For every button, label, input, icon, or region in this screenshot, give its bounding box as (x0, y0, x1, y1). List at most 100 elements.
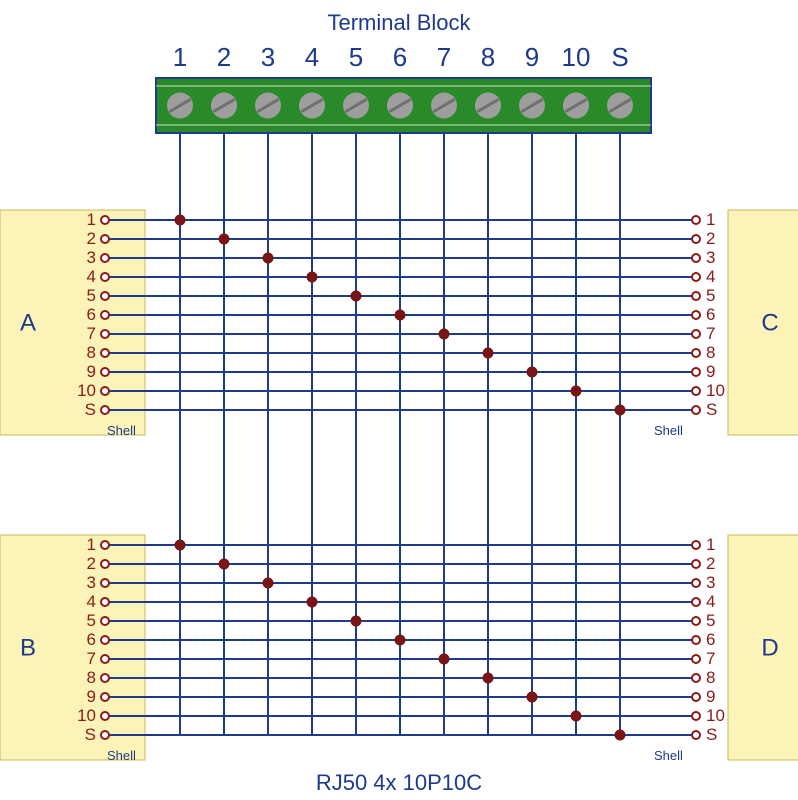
pin-label-A-2: 2 (87, 229, 96, 248)
pin-ring-B-6 (101, 636, 109, 644)
terminal-label-10: 10 (562, 42, 591, 72)
terminal-label-S: S (611, 42, 628, 72)
pin-label-C-1: 1 (706, 210, 715, 229)
terminal-label-3: 3 (261, 42, 275, 72)
pin-label-A-6: 6 (87, 305, 96, 324)
junction-A-S (615, 405, 626, 416)
pin-label-C-4: 4 (706, 267, 715, 286)
pin-label-A-7: 7 (87, 324, 96, 343)
connector-label-D: D (761, 635, 778, 662)
terminal-label-4: 4 (305, 42, 319, 72)
pin-label-B-9: 9 (87, 687, 96, 706)
junction-A-10 (571, 386, 582, 397)
junction-A-8 (483, 348, 494, 359)
pin-ring-A-10 (101, 387, 109, 395)
pin-ring-C-10 (692, 387, 700, 395)
pin-label-C-2: 2 (706, 229, 715, 248)
pin-label-B-4: 4 (87, 592, 96, 611)
pin-label-D-1: 1 (706, 535, 715, 554)
pin-label-C-9: 9 (706, 362, 715, 381)
junction-A-2 (219, 234, 230, 245)
pin-label-A-9: 9 (87, 362, 96, 381)
pin-label-D-8: 8 (706, 668, 715, 687)
pin-ring-B-10 (101, 712, 109, 720)
junction-B-1 (175, 540, 186, 551)
junction-B-8 (483, 673, 494, 684)
pin-ring-D-8 (692, 674, 700, 682)
pin-ring-A-6 (101, 311, 109, 319)
shell-label-D: Shell (654, 748, 683, 763)
junction-B-10 (571, 711, 582, 722)
pin-ring-C-3 (692, 254, 700, 262)
junction-B-9 (527, 692, 538, 703)
wiring-diagram: Terminal Block12345678910SACBD1122334455… (0, 0, 798, 800)
terminal-label-7: 7 (437, 42, 451, 72)
pin-ring-A-8 (101, 349, 109, 357)
pin-label-D-7: 7 (706, 649, 715, 668)
shell-label-A: Shell (107, 423, 136, 438)
pin-label-A-4: 4 (87, 267, 96, 286)
pin-ring-D-1 (692, 541, 700, 549)
pin-ring-B-1 (101, 541, 109, 549)
pin-label-A-8: 8 (87, 343, 96, 362)
pin-ring-D-9 (692, 693, 700, 701)
pin-label-B-5: 5 (87, 611, 96, 630)
pin-label-C-6: 6 (706, 305, 715, 324)
shell-label-C: Shell (654, 423, 683, 438)
terminal-label-2: 2 (217, 42, 231, 72)
pin-ring-C-7 (692, 330, 700, 338)
junction-B-4 (307, 597, 318, 608)
pin-ring-D-2 (692, 560, 700, 568)
shell-label-B: Shell (107, 748, 136, 763)
pin-ring-C-5 (692, 292, 700, 300)
terminal-label-8: 8 (481, 42, 495, 72)
pin-ring-C-2 (692, 235, 700, 243)
pin-ring-D-5 (692, 617, 700, 625)
pin-ring-A-1 (101, 216, 109, 224)
junction-A-4 (307, 272, 318, 283)
pin-label-B-7: 7 (87, 649, 96, 668)
pin-ring-D-10 (692, 712, 700, 720)
pin-ring-D-4 (692, 598, 700, 606)
pin-label-D-10: 10 (706, 706, 725, 725)
pin-ring-C-8 (692, 349, 700, 357)
pin-ring-C-S (692, 406, 700, 414)
junction-B-6 (395, 635, 406, 646)
pin-label-D-4: 4 (706, 592, 715, 611)
pin-ring-A-5 (101, 292, 109, 300)
pin-label-C-5: 5 (706, 286, 715, 305)
pin-ring-B-3 (101, 579, 109, 587)
pin-ring-A-2 (101, 235, 109, 243)
pin-ring-B-9 (101, 693, 109, 701)
pin-label-B-1: 1 (87, 535, 96, 554)
junction-A-5 (351, 291, 362, 302)
pin-label-C-3: 3 (706, 248, 715, 267)
pin-ring-D-S (692, 731, 700, 739)
pin-ring-B-2 (101, 560, 109, 568)
terminal-label-9: 9 (525, 42, 539, 72)
pin-label-D-2: 2 (706, 554, 715, 573)
pin-ring-A-S (101, 406, 109, 414)
pin-label-B-6: 6 (87, 630, 96, 649)
terminal-label-6: 6 (393, 42, 407, 72)
pin-ring-A-4 (101, 273, 109, 281)
pin-ring-C-4 (692, 273, 700, 281)
pin-label-C-10: 10 (706, 381, 725, 400)
pin-ring-D-3 (692, 579, 700, 587)
pin-label-B-3: 3 (87, 573, 96, 592)
pin-ring-D-7 (692, 655, 700, 663)
junction-B-7 (439, 654, 450, 665)
pin-ring-A-9 (101, 368, 109, 376)
pin-label-B-S: S (85, 725, 96, 744)
junction-B-S (615, 730, 626, 741)
pin-label-A-5: 5 (87, 286, 96, 305)
terminal-label-1: 1 (173, 42, 187, 72)
pin-ring-B-8 (101, 674, 109, 682)
connector-label-C: C (761, 310, 778, 337)
junction-B-2 (219, 559, 230, 570)
pin-label-A-1: 1 (87, 210, 96, 229)
pin-ring-C-1 (692, 216, 700, 224)
junction-A-6 (395, 310, 406, 321)
pin-label-B-2: 2 (87, 554, 96, 573)
pin-label-D-S: S (706, 725, 717, 744)
